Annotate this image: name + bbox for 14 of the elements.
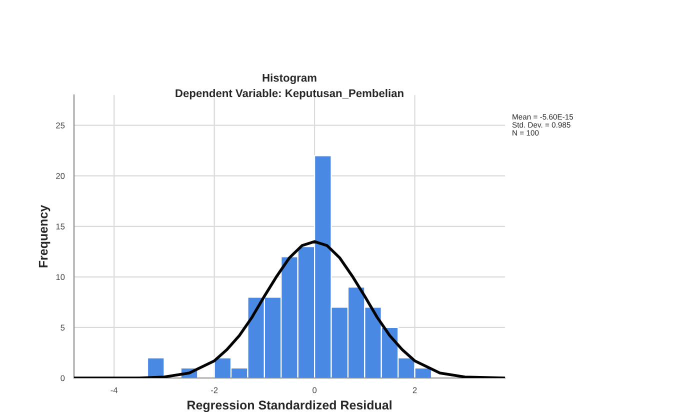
x-tick-label: 0 [312,387,317,394]
x-axis-title: Regression Standardized Residual [188,400,392,412]
y-axis-title: Frequency [38,204,50,268]
x-tick-label: 2 [412,387,417,394]
y-tick-label: 10 [56,274,65,280]
x-tick-label: -4 [110,387,118,394]
chart-subtitle: Dependent Variable: Keputusan_Pembelian [176,89,404,100]
y-tick-label: 15 [56,224,65,230]
y-tick-label: 5 [60,324,65,331]
x-tick-label: -2 [210,387,218,394]
y-tick-label: 25 [56,122,65,128]
y-tick-label: 0 [60,375,65,382]
y-tick-label: 20 [56,173,65,179]
chart-title: Histogram [262,74,316,84]
